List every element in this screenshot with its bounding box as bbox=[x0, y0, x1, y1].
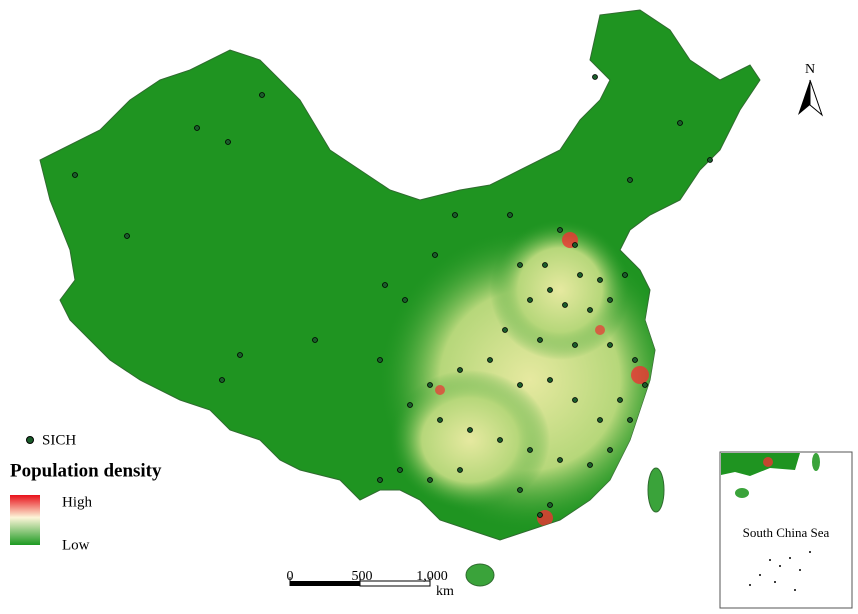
sich-point bbox=[72, 172, 78, 178]
legend-title: Population density bbox=[10, 460, 162, 481]
scale-seg bbox=[290, 581, 360, 586]
scale-label: 500 bbox=[352, 569, 373, 584]
sich-point bbox=[547, 287, 553, 293]
scale-label: 1,000 bbox=[416, 569, 448, 584]
sich-point bbox=[407, 402, 413, 408]
inset-islands bbox=[749, 551, 811, 591]
sich-point bbox=[557, 457, 563, 463]
sich-point bbox=[377, 477, 383, 483]
sich-point bbox=[397, 467, 403, 473]
sich-point bbox=[607, 447, 613, 453]
sich-point bbox=[194, 125, 200, 131]
scale-label: 0 bbox=[287, 569, 294, 584]
sich-point bbox=[124, 233, 130, 239]
sich-point bbox=[642, 382, 648, 388]
sich-point bbox=[597, 277, 603, 283]
sich-point bbox=[502, 327, 508, 333]
hainan bbox=[465, 563, 495, 587]
inset-taiwan bbox=[812, 453, 820, 471]
sich-point bbox=[617, 397, 623, 403]
sich-point bbox=[627, 417, 633, 423]
north-label: N bbox=[805, 62, 815, 77]
sich-point bbox=[237, 352, 243, 358]
sich-point bbox=[382, 282, 388, 288]
inset: South China Sea bbox=[719, 451, 853, 609]
sich-point bbox=[677, 120, 683, 126]
arrow-left bbox=[798, 80, 810, 115]
inset-hainan bbox=[735, 488, 749, 498]
sich-point bbox=[507, 212, 513, 218]
sich-point bbox=[542, 262, 548, 268]
sich-point bbox=[517, 262, 523, 268]
sich-point bbox=[457, 467, 463, 473]
legend-point bbox=[26, 436, 34, 444]
inset-label: South China Sea bbox=[743, 525, 830, 540]
arrow-right bbox=[809, 79, 824, 117]
sich-point bbox=[707, 157, 713, 163]
sich-points bbox=[72, 74, 713, 518]
sich-point bbox=[527, 447, 533, 453]
sich-point bbox=[587, 462, 593, 468]
taiwan bbox=[647, 467, 665, 513]
sich-point bbox=[537, 512, 543, 518]
sich-point bbox=[437, 417, 443, 423]
sich-point bbox=[487, 357, 493, 363]
sich-point bbox=[517, 487, 523, 493]
sich-point bbox=[607, 297, 613, 303]
sich-point bbox=[219, 377, 225, 383]
legend-point-label: SICH bbox=[42, 432, 76, 448]
sich-point bbox=[377, 357, 383, 363]
sich-point bbox=[537, 337, 543, 343]
sich-point bbox=[432, 252, 438, 258]
sich-point bbox=[225, 139, 231, 145]
sich-point bbox=[592, 74, 598, 80]
sich-point bbox=[627, 177, 633, 183]
scale-unit: km bbox=[436, 584, 454, 599]
legend: SICH Population density High Low bbox=[10, 432, 162, 553]
sich-point bbox=[457, 367, 463, 373]
sich-point bbox=[497, 437, 503, 443]
sich-point bbox=[562, 302, 568, 308]
sich-point bbox=[517, 382, 523, 388]
scale-bar: 0 500 1,000 km bbox=[287, 569, 455, 599]
sich-point bbox=[527, 297, 533, 303]
sich-point bbox=[312, 337, 318, 343]
sich-point bbox=[427, 477, 433, 483]
sich-point bbox=[597, 417, 603, 423]
sich-point bbox=[547, 377, 553, 383]
sich-point bbox=[572, 342, 578, 348]
legend-low: Low bbox=[62, 537, 90, 553]
sich-point bbox=[622, 272, 628, 278]
legend-high: High bbox=[62, 494, 93, 510]
sich-point bbox=[402, 297, 408, 303]
sich-point bbox=[587, 307, 593, 313]
sich-point bbox=[607, 342, 613, 348]
sich-point bbox=[259, 92, 265, 98]
sich-point bbox=[572, 242, 578, 248]
sich-point bbox=[547, 502, 553, 508]
sich-point bbox=[467, 427, 473, 433]
sich-point bbox=[572, 397, 578, 403]
inset-frame bbox=[719, 451, 853, 609]
north-arrow: N bbox=[798, 62, 824, 117]
inset-land bbox=[721, 453, 800, 476]
sich-point bbox=[632, 357, 638, 363]
sich-point bbox=[557, 227, 563, 233]
sich-point bbox=[427, 382, 433, 388]
sich-point bbox=[577, 272, 583, 278]
china-land bbox=[39, 9, 761, 587]
sich-point bbox=[452, 212, 458, 218]
legend-gradient bbox=[10, 495, 40, 545]
